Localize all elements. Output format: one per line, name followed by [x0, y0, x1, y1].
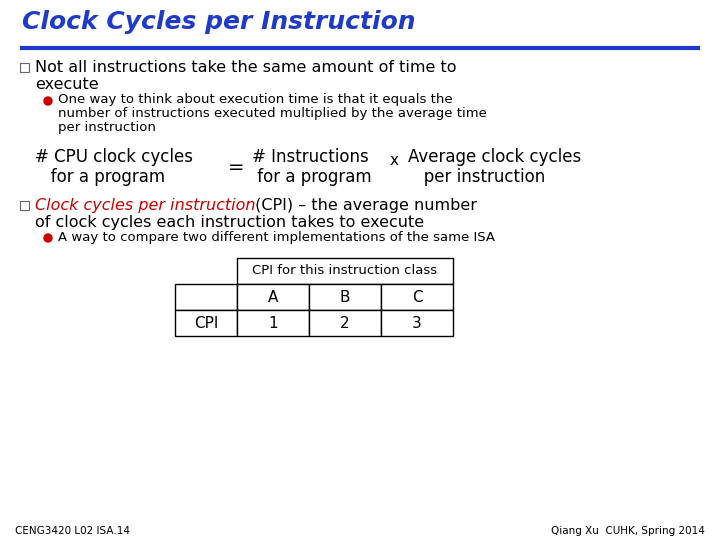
- Bar: [237, 310, 309, 336]
- Text: per instruction: per instruction: [408, 168, 545, 186]
- Text: Qiang Xu  CUHK, Spring 2014: Qiang Xu CUHK, Spring 2014: [551, 526, 705, 536]
- Bar: [309, 310, 381, 336]
- Circle shape: [44, 234, 52, 242]
- Text: 2: 2: [340, 315, 350, 330]
- Text: Average clock cycles: Average clock cycles: [408, 148, 581, 166]
- Text: for a program: for a program: [252, 168, 372, 186]
- Text: A way to compare two different implementations of the same ISA: A way to compare two different implement…: [58, 231, 495, 244]
- Bar: [175, 310, 237, 336]
- Bar: [237, 258, 453, 284]
- Text: # CPU clock cycles: # CPU clock cycles: [35, 148, 193, 166]
- Bar: [20, 63, 29, 72]
- Text: C: C: [412, 289, 423, 305]
- Text: 3: 3: [412, 315, 422, 330]
- Text: Clock cycles per instruction: Clock cycles per instruction: [35, 198, 256, 213]
- Text: CPI: CPI: [194, 315, 218, 330]
- Text: of clock cycles each instruction takes to execute: of clock cycles each instruction takes t…: [35, 215, 424, 230]
- Bar: [381, 310, 453, 336]
- Text: number of instructions executed multiplied by the average time: number of instructions executed multipli…: [58, 107, 487, 120]
- Bar: [20, 201, 29, 210]
- Text: CPI for this instruction class: CPI for this instruction class: [253, 265, 438, 278]
- Text: 1: 1: [268, 315, 278, 330]
- Text: per instruction: per instruction: [58, 121, 156, 134]
- Text: CENG3420 L02 ISA.14: CENG3420 L02 ISA.14: [15, 526, 130, 536]
- Text: for a program: for a program: [35, 168, 165, 186]
- Text: (CPI) – the average number: (CPI) – the average number: [250, 198, 477, 213]
- Bar: [309, 284, 381, 310]
- Text: x: x: [390, 153, 399, 168]
- Text: B: B: [340, 289, 350, 305]
- Text: =: =: [228, 158, 245, 177]
- Circle shape: [44, 97, 52, 105]
- Bar: [237, 284, 309, 310]
- Bar: [381, 284, 453, 310]
- Text: # Instructions: # Instructions: [252, 148, 369, 166]
- Text: execute: execute: [35, 77, 99, 92]
- Text: Clock Cycles per Instruction: Clock Cycles per Instruction: [22, 10, 415, 34]
- Text: A: A: [268, 289, 278, 305]
- Text: Not all instructions take the same amount of time to: Not all instructions take the same amoun…: [35, 60, 456, 75]
- Bar: [175, 284, 237, 310]
- Text: One way to think about execution time is that it equals the: One way to think about execution time is…: [58, 93, 453, 106]
